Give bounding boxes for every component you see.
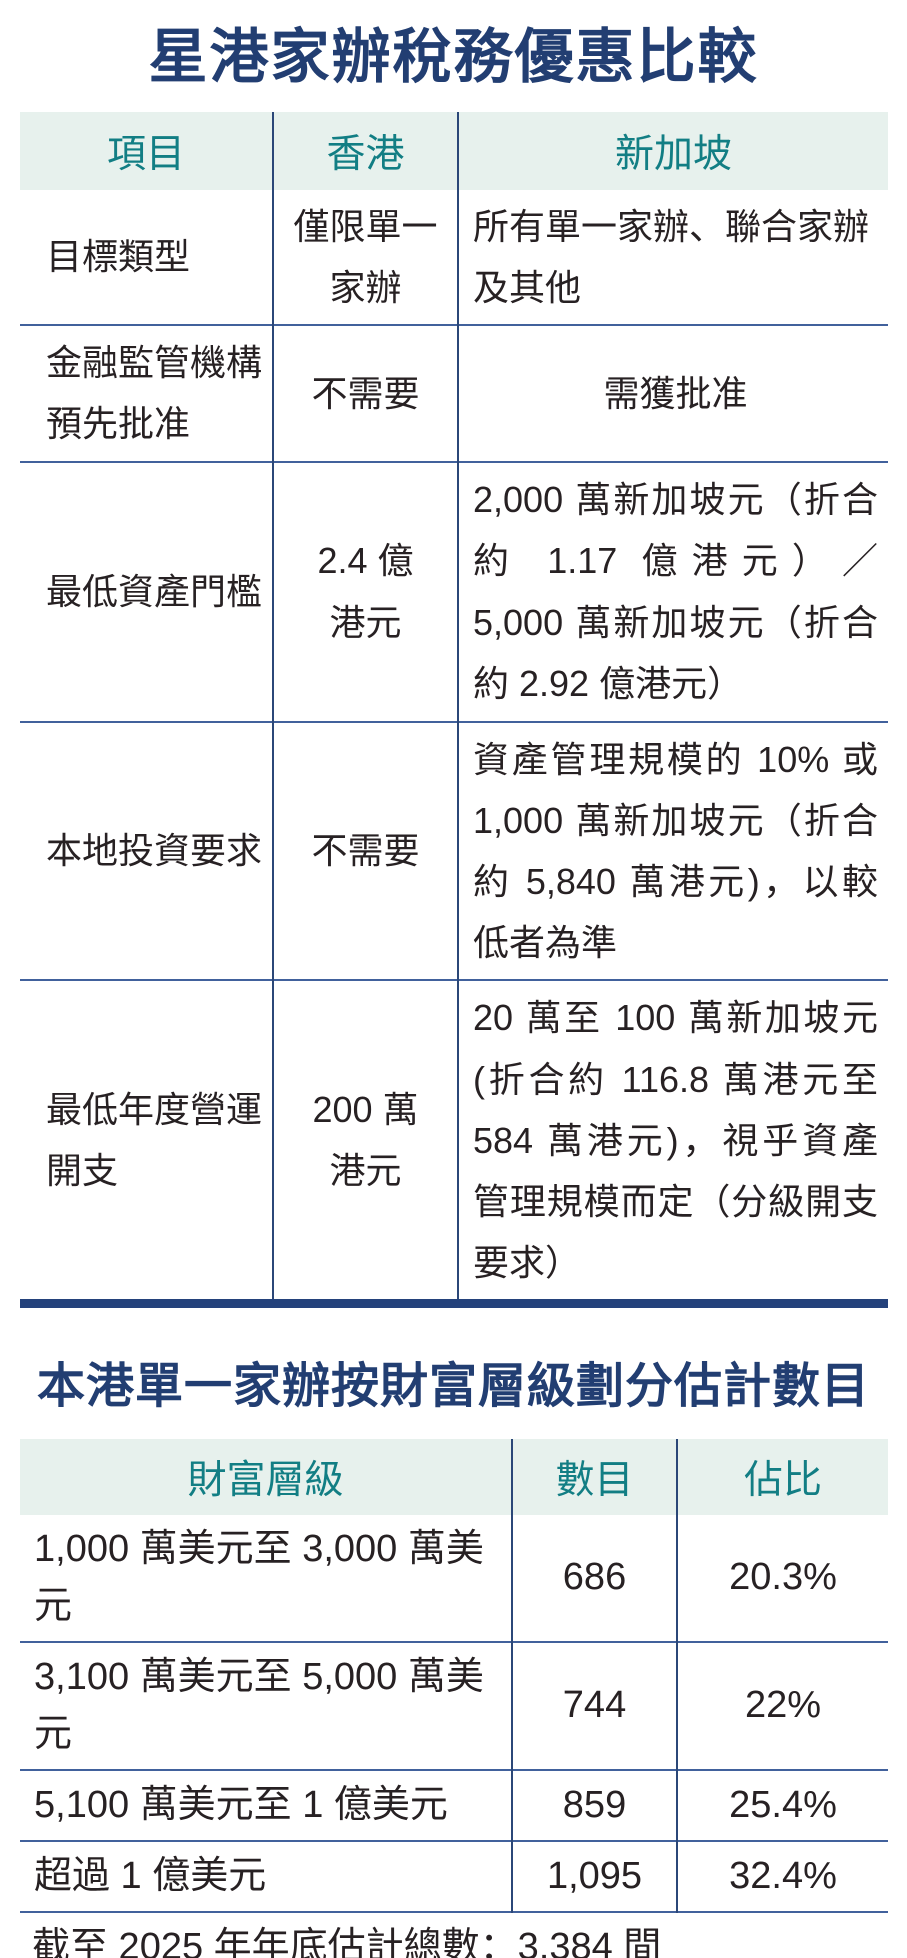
header-share: 佔比 <box>676 1438 888 1515</box>
table-row: 金融監管機構 預先批准 不需要 需獲批准 <box>20 324 888 462</box>
item-cell: 本地投資要求 <box>20 720 273 981</box>
wealth-section: 財富層級 數目 佔比 1,000 萬美元至 3,000 萬美元 686 20.3… <box>20 1438 888 1958</box>
main-title: 星港家辦稅務優惠比較 <box>148 24 759 90</box>
hk-cell: 僅限單一 家辦 <box>272 189 458 326</box>
table-row: 超過 1 億美元 1,095 32.4% <box>20 1839 888 1912</box>
hk-cell: 不需要 <box>272 720 458 981</box>
comparison-section: 項目 香港 新加坡 目標類型 僅限單一 家辦 所有單一家辦、聯合家辦 及其他 金… <box>20 111 888 1309</box>
tier-cell: 超過 1 億美元 <box>20 1839 512 1912</box>
sg-cell: 所有單一家辦、聯合家辦 及其他 <box>457 189 888 326</box>
table-row: 最低年度營運 開支 200 萬 港元 20 萬至 100 萬新加坡元 (折合約 … <box>20 979 888 1304</box>
tier-cell: 1,000 萬美元至 3,000 萬美元 <box>34 1527 484 1627</box>
count-cell: 744 <box>511 1640 677 1770</box>
share-cell: 32.4% <box>676 1839 888 1912</box>
item-cell: 目標類型 <box>46 236 191 278</box>
note-row: 截至 2025 年年底估計總數：3,384 間 <box>20 1910 888 1958</box>
hk-cell: 200 萬 港元 <box>272 979 458 1304</box>
count-cell: 686 <box>511 1514 677 1642</box>
sg-cell: 資產管理規模的 10% 或 1,000 萬新加坡元（折合約 5,840 萬港元)… <box>457 720 888 981</box>
table-row: 本地投資要求 不需要 資產管理規模的 10% 或 1,000 萬新加坡元（折合約… <box>20 720 888 981</box>
secondary-title: 本港單一家辦按財富層級劃分估計數目 <box>36 1360 870 1414</box>
hk-cell: 不需要 <box>272 324 458 462</box>
header-singapore: 新加坡 <box>457 111 888 190</box>
table-row: 1,000 萬美元至 3,000 萬美元 686 20.3% <box>20 1514 888 1642</box>
share-cell: 22% <box>676 1640 888 1770</box>
hk-cell: 2.4 億 港元 <box>272 460 458 722</box>
tier-cell: 5,100 萬美元至 1 億美元 <box>20 1768 512 1841</box>
comparison-table: 項目 香港 新加坡 目標類型 僅限單一 家辦 所有單一家辦、聯合家辦 及其他 金… <box>20 111 888 1309</box>
header-item: 項目 <box>20 111 273 190</box>
header-count: 數目 <box>511 1438 677 1515</box>
table-row: 最低資產門檻 2.4 億 港元 2,000 萬新加坡元（折合約 1.17 億港元… <box>20 460 888 722</box>
item-cell: 金融監管機構 預先批准 <box>20 324 273 462</box>
header-wealth-tier: 財富層級 <box>20 1438 512 1515</box>
table-row: 目標類型 僅限單一 家辦 所有單一家辦、聯合家辦 及其他 <box>20 189 888 326</box>
share-cell: 25.4% <box>676 1768 888 1841</box>
item-cell: 最低資產門檻 <box>20 460 273 722</box>
count-cell: 859 <box>511 1768 677 1841</box>
item-cell: 最低年度營運 開支 <box>20 979 273 1304</box>
wealth-table-header: 財富層級 數目 佔比 <box>20 1438 888 1515</box>
comparison-table-header: 項目 香港 新加坡 <box>20 111 888 190</box>
table-row: 3,100 萬美元至 5,000 萬美元 744 22% <box>20 1640 888 1770</box>
table-row: 5,100 萬美元至 1 億美元 859 25.4% <box>20 1768 888 1841</box>
tier-cell: 3,100 萬美元至 5,000 萬美元 <box>20 1640 512 1770</box>
total-note: 截至 2025 年年底估計總數：3,384 間 <box>20 1910 888 1958</box>
wealth-table: 財富層級 數目 佔比 1,000 萬美元至 3,000 萬美元 686 20.3… <box>20 1438 888 1958</box>
share-cell: 20.3% <box>676 1514 888 1642</box>
count-cell: 1,095 <box>511 1839 677 1912</box>
sg-cell: 需獲批准 <box>457 324 888 462</box>
header-hongkong: 香港 <box>272 111 458 190</box>
sg-cell: 2,000 萬新加坡元（折合約 1.17 億港元）／ 5,000 萬新加坡元（折… <box>457 460 888 722</box>
sg-cell: 20 萬至 100 萬新加坡元 (折合約 116.8 萬港元至 584 萬港元)… <box>457 979 888 1304</box>
